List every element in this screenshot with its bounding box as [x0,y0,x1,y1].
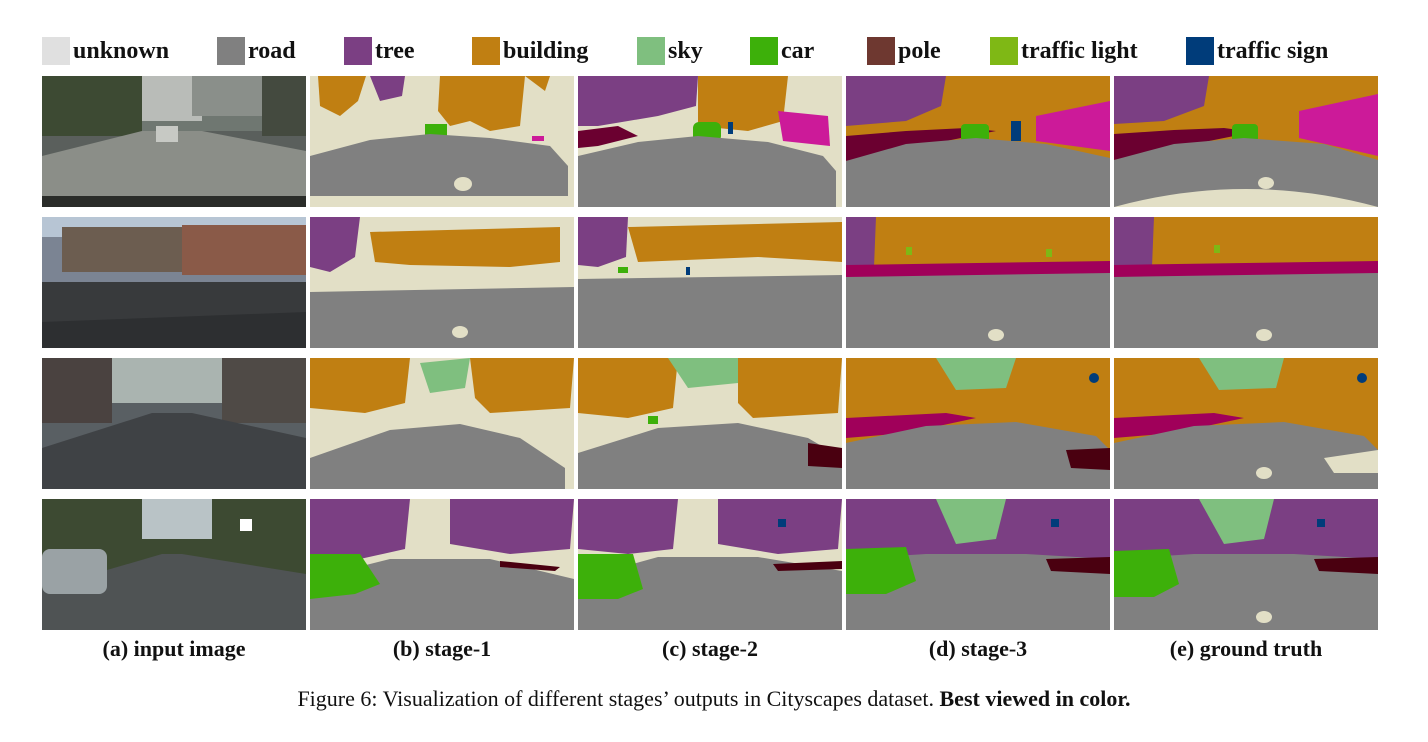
legend-label: traffic sign [1217,37,1329,64]
column-caption-stage-1: (b) stage-1 [392,636,492,661]
legend-item-car: car [750,34,814,68]
input-image-row-3 [42,358,306,489]
column-caption-ground-truth: (e) ground truth [1169,636,1323,661]
input-image-row-2 [42,217,306,348]
input-photo [42,217,306,348]
segmentation-map [1114,217,1378,348]
legend-label: road [248,37,296,64]
segmentation-map [578,217,842,348]
column-caption-stage-2: (c) stage-2 [662,636,758,661]
segmentation-map [310,358,574,489]
ground-truth-row-3 [1114,358,1378,489]
input-photo [42,358,306,489]
column-caption-stage-3: (d) stage-3 [928,636,1028,661]
legend-swatch [637,37,665,65]
segmentation-map [1114,499,1378,630]
column-caption-input: (a) input image [102,636,246,661]
legend-swatch [1186,37,1214,65]
stage-1-output-row-2 [310,217,574,348]
legend-item-tree: tree [344,34,415,68]
legend-label: traffic light [1021,37,1138,64]
stage-1-output-row-3 [310,358,574,489]
input-image-row-4 [42,499,306,630]
segmentation-map [846,358,1110,489]
input-photo [42,76,306,207]
stage-2-output-row-1 [578,76,842,207]
legend-swatch [750,37,778,65]
legend-label: unknown [73,37,170,64]
segmentation-map [1114,76,1378,207]
legend-label: building [503,37,589,64]
figure-caption: Figure 6: Visualization of different sta… [0,686,1428,712]
legend-item-unknown: unknown [42,34,169,68]
legend-label: pole [898,37,941,64]
figure-caption-emphasis: Best viewed in color. [939,686,1131,711]
legend-swatch [344,37,372,65]
legend-item-road: road [217,34,296,68]
legend-item-sky: sky [637,34,703,68]
legend-swatch [217,37,245,65]
stage-1-output-row-4 [310,499,574,630]
segmentation-map [846,499,1110,630]
legend-item-pole: pole [867,34,941,68]
stage-2-output-row-2 [578,217,842,348]
segmentation-map [578,499,842,630]
stage-3-output-row-4 [846,499,1110,630]
stage-3-output-row-3 [846,358,1110,489]
stage-3-output-row-2 [846,217,1110,348]
segmentation-map [310,499,574,630]
stage-1-output-row-1 [310,76,574,207]
input-photo [42,499,306,630]
legend-item-building: building [472,34,588,68]
stage-3-output-row-1 [846,76,1110,207]
ground-truth-row-1 [1114,76,1378,207]
ground-truth-row-2 [1114,217,1378,348]
legend-item-traffic-light: traffic light [990,34,1138,68]
legend-swatch [990,37,1018,65]
legend-label: tree [375,37,415,64]
segmentation-map [578,358,842,489]
legend-swatch [472,37,500,65]
legend-label: sky [668,37,703,64]
legend-item-traffic-sign: traffic sign [1186,34,1328,68]
stage-2-output-row-4 [578,499,842,630]
segmentation-map [310,217,574,348]
segmentation-map [310,76,574,207]
legend-swatch [867,37,895,65]
legend-swatch [42,37,70,65]
ground-truth-row-4 [1114,499,1378,630]
segmentation-map [846,76,1110,207]
stage-2-output-row-3 [578,358,842,489]
legend-label: car [781,37,815,64]
segmentation-map [846,217,1110,348]
figure-caption-text: Figure 6: Visualization of different sta… [297,686,940,711]
segmentation-map [1114,358,1378,489]
legend: unknown road tree building sky car pole … [42,34,1382,68]
input-image-row-1 [42,76,306,207]
segmentation-map [578,76,842,207]
